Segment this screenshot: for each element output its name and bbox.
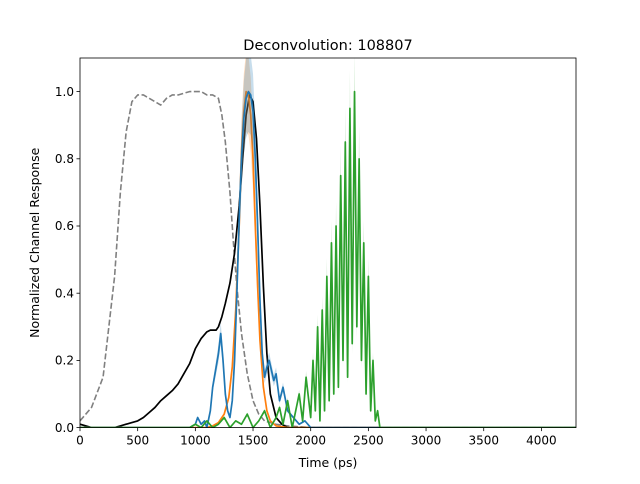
y-tick-label: 0.6 bbox=[55, 219, 74, 233]
x-axis-label: Time (ps) bbox=[298, 455, 358, 470]
series-1-line bbox=[80, 94, 576, 428]
x-tick-label: 2500 bbox=[353, 434, 384, 448]
x-tick-label: 2000 bbox=[295, 434, 326, 448]
y-axis: 0.0 0.2 0.4 0.6 0.8 1.0 bbox=[55, 85, 80, 435]
x-tick-label: 500 bbox=[126, 434, 149, 448]
x-tick-label: 1000 bbox=[180, 434, 211, 448]
y-tick-label: 0.8 bbox=[55, 152, 74, 166]
y-tick-label: 0.4 bbox=[55, 286, 74, 300]
x-tick-label: 0 bbox=[76, 434, 84, 448]
chart-title: Deconvolution: 108807 bbox=[243, 38, 412, 54]
y-tick-label: 1.0 bbox=[55, 85, 74, 99]
y-tick-label: 0.2 bbox=[55, 354, 74, 368]
plot-frame bbox=[79, 57, 577, 429]
y-tick-label: 0.0 bbox=[55, 421, 74, 435]
x-tick-label: 1500 bbox=[238, 434, 269, 448]
x-tick-label: 3000 bbox=[411, 434, 442, 448]
x-tick-label: 4000 bbox=[526, 434, 557, 448]
x-axis: 0 500 1000 1500 2000 2500 3000 3500 4000 bbox=[76, 427, 557, 448]
y-axis-label: Normalized Channel Response bbox=[27, 147, 42, 337]
series-4-line bbox=[80, 90, 576, 428]
x-tick-label: 3500 bbox=[468, 434, 499, 448]
